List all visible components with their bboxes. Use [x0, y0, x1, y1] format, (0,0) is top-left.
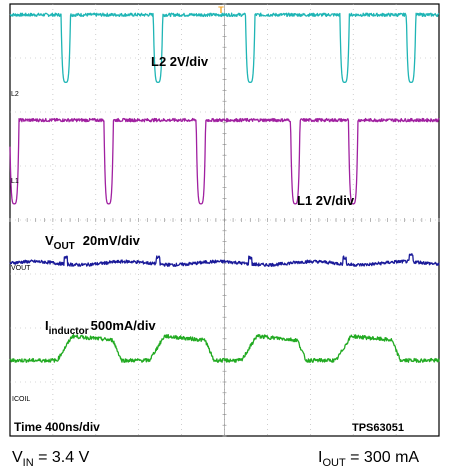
trace-vout: [9, 253, 440, 268]
trace-icoil: [9, 333, 440, 363]
label-l1: L1 2V/div: [297, 193, 355, 208]
marker-l1: L1: [11, 178, 19, 185]
grid: [9, 3, 440, 437]
time-base-label: Time 400ns/div: [14, 420, 100, 434]
marker-vout: VOUT: [11, 265, 31, 272]
part-number-label: TPS63051: [352, 422, 404, 434]
traces: [9, 12, 440, 363]
marker-icoil: ICOIL: [12, 396, 30, 403]
marker-l2: L2: [11, 91, 19, 98]
trace-l2: [9, 12, 440, 83]
iout-condition: IOUT = 300 mA: [318, 449, 420, 470]
label-icoil: Iinductor 500mA/div: [45, 318, 156, 337]
label-l2: L2 2V/div: [151, 54, 209, 69]
trace-l1: [9, 117, 440, 205]
label-vout: VOUT 20mV/div: [45, 233, 141, 252]
vin-condition: VIN = 3.4 V: [12, 449, 90, 470]
trigger-marker: T: [218, 5, 224, 15]
